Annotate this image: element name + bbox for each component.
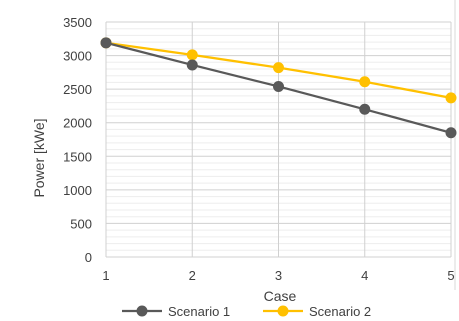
y-axis-ticks: 0 500 1000 1500 2000 2500 3000 3500 [63, 15, 92, 265]
legend-label-series-1: Scenario 1 [168, 304, 230, 319]
series-1-point [273, 80, 284, 92]
x-tick-label: 5 [447, 268, 454, 283]
series-2-point [186, 49, 198, 61]
y-tick-label: 2000 [63, 116, 92, 131]
series-2-point [273, 62, 284, 74]
series-1-point [186, 59, 198, 71]
y-tick-label: 1000 [63, 183, 92, 198]
legend-label-series-2: Scenario 2 [309, 304, 371, 319]
y-tick-label: 3000 [63, 49, 92, 64]
legend-marker-series-2 [277, 305, 289, 317]
series-1-point [359, 103, 371, 115]
y-axis-title: Power [kWe] [31, 118, 47, 197]
x-tick-label: 1 [102, 268, 109, 283]
x-axis-title: Case [264, 288, 297, 304]
legend: Scenario 1 Scenario 2 [122, 304, 371, 319]
series-1-point [445, 127, 457, 139]
series-1-point [100, 37, 112, 49]
x-tick-label: 2 [189, 268, 196, 283]
y-tick-label: 0 [85, 250, 92, 265]
x-tick-label: 3 [275, 268, 282, 283]
legend-marker-series-1 [136, 305, 148, 317]
y-tick-label: 1500 [63, 149, 92, 164]
x-axis-ticks: 1 2 3 4 5 [102, 268, 454, 283]
gridlines [105, 21, 452, 258]
x-tick-label: 4 [361, 268, 368, 283]
y-tick-label: 500 [70, 216, 92, 231]
y-tick-label: 2500 [63, 82, 92, 97]
series-2-point [359, 76, 371, 88]
y-tick-label: 3500 [63, 15, 92, 30]
series-layer [100, 37, 457, 139]
series-2-point [445, 92, 457, 104]
